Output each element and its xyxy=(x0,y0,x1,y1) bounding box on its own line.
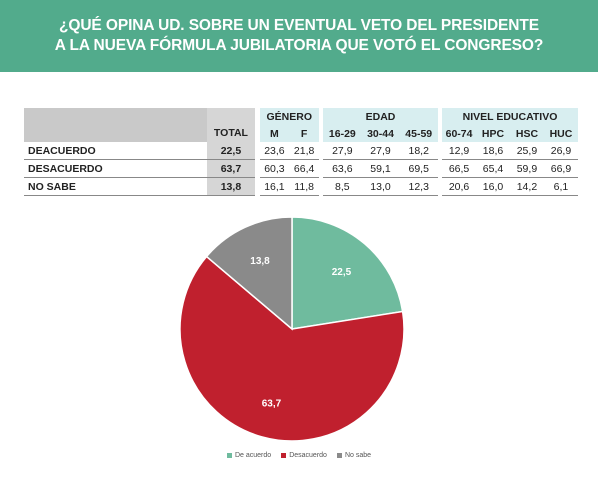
table-cell: 26,9 xyxy=(543,142,578,160)
table-cell: 18,6 xyxy=(476,142,510,160)
slice-value-label: 13,8 xyxy=(250,256,270,267)
table-cell: 27,9 xyxy=(323,142,362,160)
table-column-header: M F 16-29 30-44 45-59 60-74 HPC HSC HUC xyxy=(24,125,578,142)
table-cell: 59,1 xyxy=(361,159,400,178)
table-group-header: TOTAL GÉNERO EDAD NIVEL EDUCATIVO xyxy=(24,108,578,142)
table-row: DESACUERDO 63,7 60,3 66,4 63,6 59,1 69,5 66,5 65… xyxy=(24,159,578,178)
slice-desacuerdo xyxy=(179,255,405,442)
table-cell: 12,3 xyxy=(399,177,438,196)
row-label: NO SABE xyxy=(24,177,207,196)
col-header: 45-59 xyxy=(399,125,438,142)
table-cell: 13,0 xyxy=(361,177,400,196)
legend-label: Desacuerdo xyxy=(289,452,327,459)
total-header: TOTAL xyxy=(206,108,256,142)
group-nivel: NIVEL EDUCATIVO xyxy=(442,108,578,125)
table-row: DEACUERDO 22,5 23,6 21,8 27,9 27,9 18,2 12,9 18,… xyxy=(24,142,578,160)
table-cell: 16,1 xyxy=(259,177,290,196)
table-cell: 65,4 xyxy=(476,159,510,178)
row-total: 22,5 xyxy=(206,142,256,160)
table-cell: 16,0 xyxy=(476,177,510,196)
table-cell: 21,8 xyxy=(289,142,319,160)
table-cell: 6,1 xyxy=(543,177,578,196)
row-label: DEACUERDO xyxy=(24,142,207,160)
col-header: 30-44 xyxy=(361,125,400,142)
slice-value-label: 22,5 xyxy=(332,267,352,278)
title-banner: ¿QUÉ OPINA UD. SOBRE UN EVENTUAL VETO DE… xyxy=(0,0,598,72)
row-total: 63,7 xyxy=(206,159,256,178)
table-cell: 12,9 xyxy=(442,142,477,160)
col-header: M xyxy=(259,125,290,142)
pie-chart-area: 22,5 63,7 13,8 xyxy=(0,208,598,477)
table-cell: 60,3 xyxy=(259,159,290,178)
legend-swatch-no-sabe xyxy=(336,453,342,458)
title-line-2: A LA NUEVA FÓRMULA JUBILATORIA QUE VOTÓ … xyxy=(54,37,544,54)
table-cell: 63,6 xyxy=(323,159,362,178)
legend-item-de-acuerdo: De acuerdo xyxy=(226,452,272,459)
table-cell: 25,9 xyxy=(509,142,544,160)
table-row: NO SABE 13,8 16,1 11,8 8,5 13,0 12,3 20,6 16,0 14… xyxy=(24,177,578,196)
group-genero: GÉNERO xyxy=(259,108,319,125)
legend-swatch-desacuerdo xyxy=(281,453,287,458)
legend-label: No sabe xyxy=(344,452,372,459)
table-corner xyxy=(24,108,207,142)
table-cell: 8,5 xyxy=(323,177,362,196)
group-edad: EDAD xyxy=(323,108,438,125)
legend-label: De acuerdo xyxy=(234,452,272,459)
table-cell: 59,9 xyxy=(509,159,544,178)
table-cell: 23,6 xyxy=(259,142,290,160)
table-cell: 27,9 xyxy=(361,142,400,160)
table-cell: 14,2 xyxy=(509,177,544,196)
col-header: 16-29 xyxy=(323,125,362,142)
table-cell: 66,5 xyxy=(442,159,477,178)
slice-de-acuerdo xyxy=(291,216,404,330)
col-header: 60-74 xyxy=(442,125,477,142)
title-line-1: ¿QUÉ OPINA UD. SOBRE UN EVENTUAL VETO DE… xyxy=(59,17,539,34)
col-header: HPC xyxy=(476,125,510,142)
table-cell: 11,8 xyxy=(289,177,319,196)
legend-swatch-de-acuerdo xyxy=(226,453,232,458)
col-header: HSC xyxy=(509,125,544,142)
row-label: DESACUERDO xyxy=(24,159,207,178)
pie-chart: 22,5 63,7 13,8 xyxy=(179,216,405,442)
legend-item-desacuerdo: Desacuerdo xyxy=(281,452,327,459)
col-header: HUC xyxy=(543,125,578,142)
slice-no-sabe xyxy=(205,216,293,331)
table-cell: 20,6 xyxy=(442,177,477,196)
col-header: F xyxy=(289,125,319,142)
legend: De acuerdo Desacuerdo No sabe xyxy=(0,452,598,459)
slice-value-label: 63,7 xyxy=(262,398,282,409)
table-cell: 66,9 xyxy=(543,159,578,178)
row-total: 13,8 xyxy=(206,177,256,196)
table-cell: 18,2 xyxy=(399,142,438,160)
table-cell: 69,5 xyxy=(399,159,438,178)
legend-item-no-sabe: No sabe xyxy=(336,452,372,459)
table-cell: 66,4 xyxy=(289,159,319,178)
results-table: TOTAL GÉNERO EDAD NIVEL EDUCATIVO M F 16… xyxy=(24,108,578,196)
